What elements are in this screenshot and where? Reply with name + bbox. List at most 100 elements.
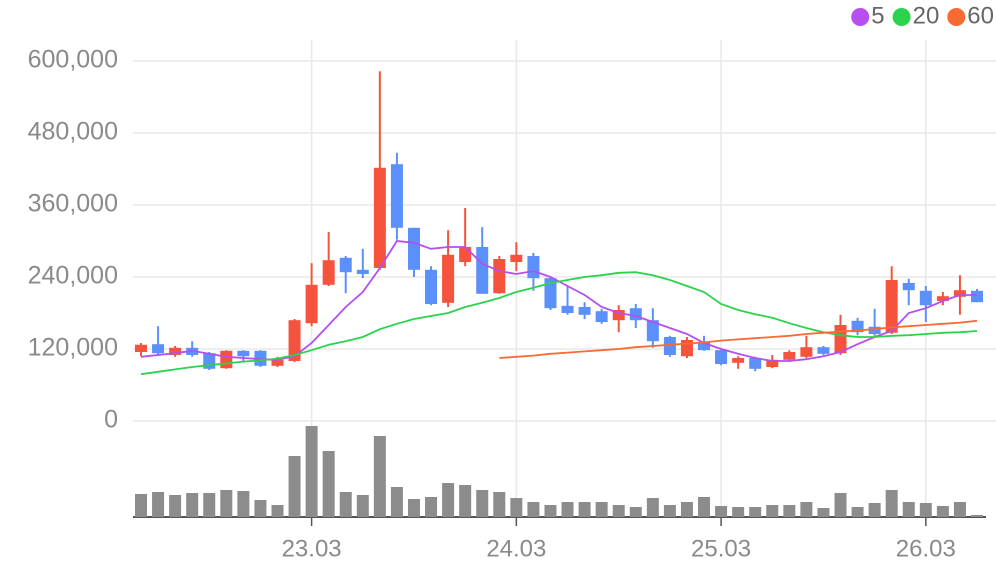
volume-bar: [749, 507, 762, 517]
volume-bar: [493, 492, 506, 517]
volume-bar: [902, 502, 915, 517]
candle-body: [612, 310, 625, 321]
candle-body: [493, 259, 506, 294]
candle-body: [885, 280, 898, 333]
volume-bar: [254, 500, 267, 517]
volume-bar: [476, 490, 489, 517]
volume-bar: [390, 487, 403, 517]
volume-bar: [919, 503, 932, 517]
volume-bar: [732, 507, 745, 517]
candle-body: [152, 344, 165, 354]
volume-bar: [527, 502, 540, 517]
candle-body: [356, 269, 369, 274]
volume-bar: [698, 497, 711, 517]
legend-swatch: [851, 8, 870, 26]
volume-bar: [373, 436, 386, 517]
volume-bar: [817, 508, 830, 517]
volume-bar: [339, 492, 352, 517]
volume-bar: [237, 491, 250, 517]
x-tick-label: 23.03: [282, 535, 342, 562]
candle-body: [459, 247, 472, 262]
volume-bar: [578, 502, 591, 517]
volume-bar: [868, 503, 881, 517]
candle-body: [919, 290, 932, 306]
volume-bar: [936, 506, 949, 517]
candle-body: [561, 305, 574, 313]
volume-bar: [203, 493, 216, 517]
volume-bar: [459, 485, 472, 517]
volume-bar: [783, 505, 796, 517]
y-tick-label: 240,000: [28, 262, 118, 290]
volume-bar: [885, 490, 898, 517]
y-tick-label: 120,000: [28, 334, 118, 362]
candle-body: [595, 311, 608, 322]
candle-body: [732, 358, 745, 363]
legend-label: 20: [913, 2, 940, 29]
volume-bar: [425, 497, 438, 517]
volume-bar: [305, 426, 318, 517]
candle-body: [510, 254, 523, 262]
candle-body: [305, 284, 318, 324]
candle-body: [868, 326, 881, 334]
candle-body: [339, 257, 352, 273]
candle-body: [390, 164, 403, 228]
candle-body: [715, 350, 728, 364]
candle-body: [800, 347, 813, 357]
legend-label: 60: [967, 2, 994, 29]
volume-bar: [851, 507, 864, 517]
candle-body: [578, 307, 591, 315]
candle-body: [851, 320, 864, 333]
legend-swatch: [892, 8, 911, 26]
candle-body: [663, 337, 676, 355]
volume-bar: [715, 506, 728, 517]
candle-body: [373, 167, 386, 268]
volume-bar: [663, 505, 676, 517]
legend-label: 5: [871, 2, 884, 29]
volume-bar: [953, 502, 966, 517]
ma-line: [499, 319, 978, 359]
candle-body: [271, 359, 284, 366]
volume-bar: [186, 493, 199, 517]
candle-body: [476, 247, 489, 294]
y-tick-label: 360,000: [28, 190, 118, 218]
volume-bar: [766, 505, 779, 517]
volume-bar: [561, 502, 574, 517]
volume-bar: [834, 493, 847, 517]
candle-body: [817, 347, 830, 354]
volume-bar: [595, 502, 608, 517]
ma-line: [140, 271, 978, 376]
candle-body: [783, 352, 796, 360]
y-tick-label: 0: [104, 406, 118, 434]
volume-bar: [322, 451, 335, 517]
volume-bar: [680, 502, 693, 517]
candle-body: [220, 350, 233, 369]
legend-swatch: [947, 8, 966, 26]
volume-bar: [152, 492, 165, 517]
candle-body: [953, 290, 966, 297]
candle-body: [527, 256, 540, 279]
candle-body: [544, 278, 557, 309]
volume-bar: [510, 498, 523, 517]
volume-bar: [135, 494, 147, 517]
candle-body: [288, 320, 301, 361]
volume-bar: [288, 456, 301, 517]
candle-body: [425, 269, 438, 304]
volume-bar: [169, 495, 182, 517]
candle-body: [902, 283, 915, 291]
candle-body: [442, 254, 455, 303]
volume-bar: [646, 498, 659, 517]
volume-bar: [442, 483, 455, 517]
x-tick-label: 24.03: [486, 535, 546, 562]
x-tick-label: 25.03: [691, 535, 751, 562]
y-tick-label: 480,000: [28, 118, 118, 146]
candle-body: [749, 358, 762, 369]
volume-bar: [544, 505, 557, 517]
candle-body: [322, 260, 335, 285]
candle-body: [135, 344, 147, 352]
candle-body: [407, 227, 420, 270]
volume-bar: [407, 499, 420, 517]
volume-bar: [800, 502, 813, 517]
candle-body: [936, 296, 949, 301]
